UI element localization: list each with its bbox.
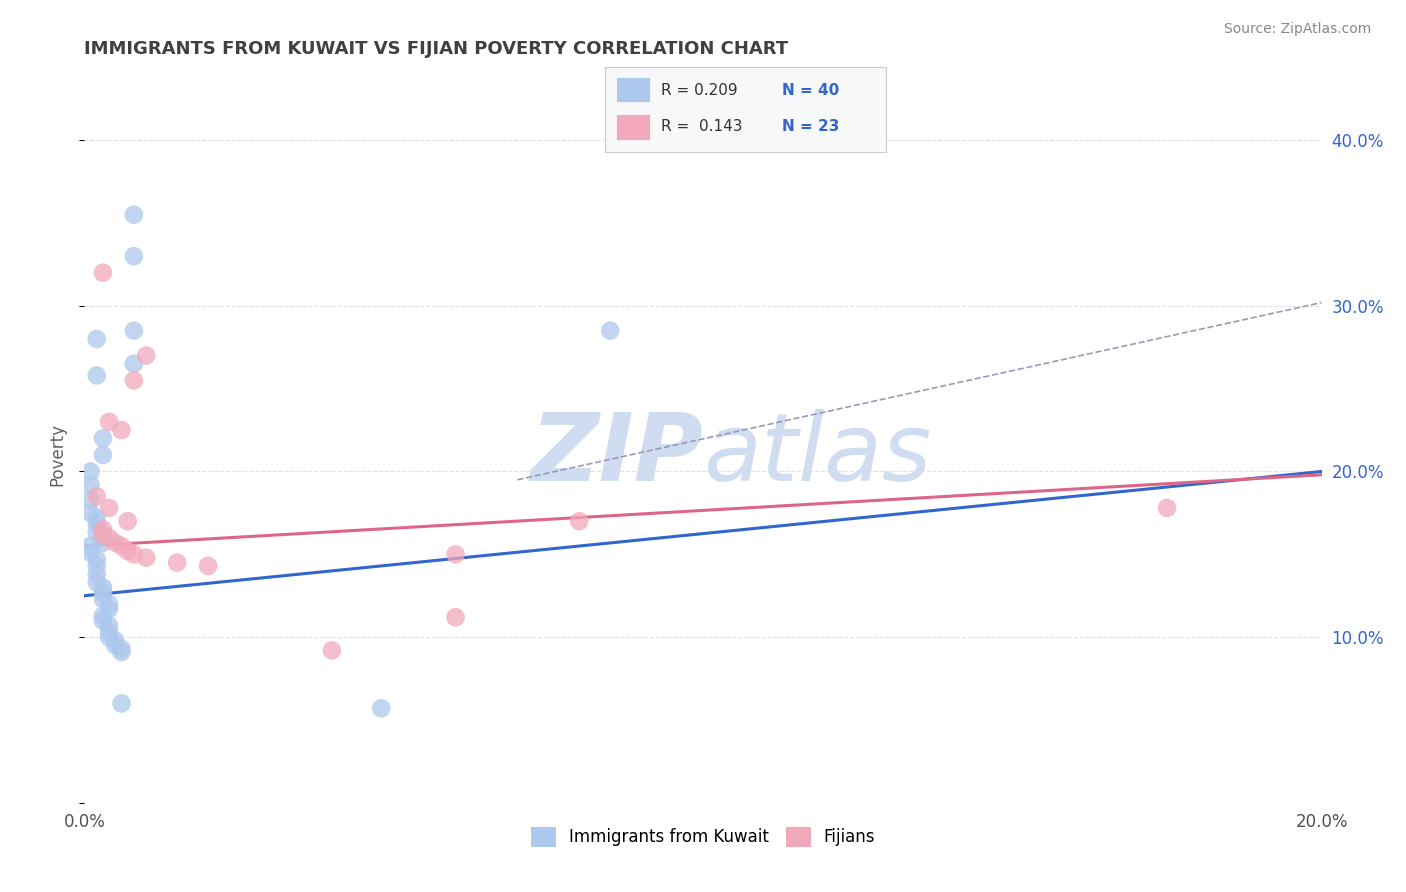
Point — [117, 514, 139, 528]
Point — [91, 592, 114, 607]
Point — [110, 423, 132, 437]
Point — [166, 556, 188, 570]
Point — [79, 492, 101, 507]
Point — [91, 531, 114, 545]
FancyBboxPatch shape — [616, 77, 650, 103]
Point — [91, 535, 114, 549]
Point — [135, 349, 157, 363]
Point — [79, 546, 101, 560]
Point — [91, 527, 114, 541]
Point — [98, 597, 121, 611]
Point — [98, 500, 121, 515]
Text: atlas: atlas — [703, 409, 931, 500]
Text: R =  0.143: R = 0.143 — [661, 119, 742, 134]
Point — [110, 539, 132, 553]
Point — [122, 208, 145, 222]
Point — [86, 332, 108, 346]
Point — [86, 552, 108, 566]
Point — [98, 625, 121, 640]
Point — [110, 697, 132, 711]
Point — [110, 645, 132, 659]
Point — [122, 249, 145, 263]
Point — [79, 539, 101, 553]
Point — [86, 511, 108, 525]
Point — [91, 581, 114, 595]
Point — [79, 506, 101, 520]
Point — [197, 558, 219, 573]
Point — [98, 415, 121, 429]
Legend: Immigrants from Kuwait, Fijians: Immigrants from Kuwait, Fijians — [524, 820, 882, 854]
Point — [1156, 500, 1178, 515]
Point — [79, 477, 101, 491]
Point — [122, 357, 145, 371]
Point — [86, 575, 108, 590]
Point — [321, 643, 343, 657]
Point — [86, 558, 108, 573]
Point — [86, 567, 108, 582]
Point — [91, 431, 114, 445]
Text: IMMIGRANTS FROM KUWAIT VS FIJIAN POVERTY CORRELATION CHART: IMMIGRANTS FROM KUWAIT VS FIJIAN POVERTY… — [84, 40, 789, 58]
Point — [91, 614, 114, 628]
Point — [122, 373, 145, 387]
Point — [370, 701, 392, 715]
Point — [104, 633, 127, 648]
Point — [91, 266, 114, 280]
Point — [98, 531, 121, 545]
Text: Source: ZipAtlas.com: Source: ZipAtlas.com — [1223, 22, 1371, 37]
Point — [98, 630, 121, 644]
Point — [91, 585, 114, 599]
Point — [91, 608, 114, 623]
Text: R = 0.209: R = 0.209 — [661, 83, 737, 98]
Point — [135, 550, 157, 565]
Point — [86, 517, 108, 532]
Point — [110, 641, 132, 656]
Point — [117, 544, 139, 558]
Point — [444, 610, 467, 624]
Point — [91, 448, 114, 462]
Y-axis label: Poverty: Poverty — [48, 424, 66, 486]
Point — [122, 324, 145, 338]
Text: ZIP: ZIP — [530, 409, 703, 501]
Point — [86, 368, 108, 383]
Point — [86, 489, 108, 503]
Point — [86, 525, 108, 540]
Point — [91, 523, 114, 537]
Point — [104, 535, 127, 549]
Text: N = 40: N = 40 — [782, 83, 839, 98]
Point — [599, 324, 621, 338]
Point — [98, 618, 121, 632]
FancyBboxPatch shape — [616, 114, 650, 140]
Point — [104, 639, 127, 653]
Point — [568, 514, 591, 528]
Point — [79, 465, 101, 479]
Text: N = 23: N = 23 — [782, 119, 839, 134]
Point — [122, 547, 145, 561]
Point — [98, 602, 121, 616]
Point — [444, 547, 467, 561]
